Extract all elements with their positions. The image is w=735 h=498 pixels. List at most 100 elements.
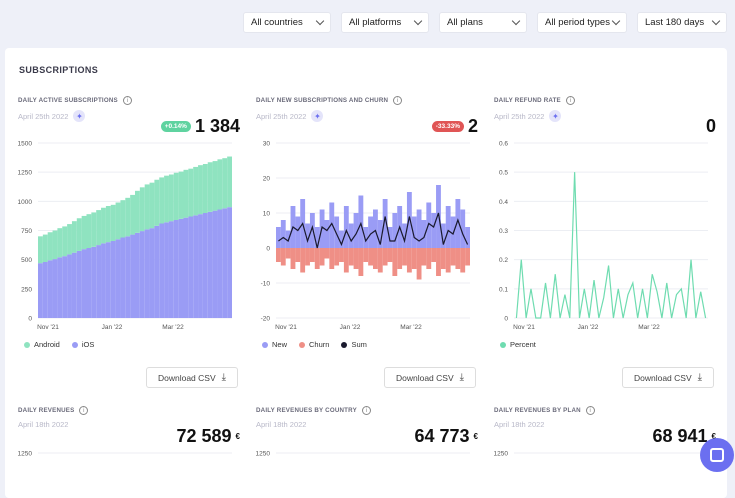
chevron-down-icon bbox=[413, 16, 423, 26]
bar-ios bbox=[91, 246, 97, 318]
x-tick-label: Jan '22 bbox=[102, 324, 123, 331]
info-icon[interactable]: i bbox=[122, 96, 132, 105]
bar-ios bbox=[81, 249, 87, 318]
info-icon[interactable]: i bbox=[393, 96, 403, 105]
bar-ios bbox=[217, 209, 223, 318]
x-tick-label: Jan '22 bbox=[340, 324, 361, 331]
bar-churn bbox=[300, 248, 306, 273]
y-tick-label: 1250 bbox=[494, 451, 509, 458]
period-type-select-value: All period types bbox=[545, 17, 610, 28]
legend-item[interactable]: Churn bbox=[299, 340, 329, 349]
revenue-chart: 1250 bbox=[18, 451, 232, 458]
bar-ios bbox=[110, 241, 116, 318]
legend-item[interactable]: New bbox=[262, 340, 287, 349]
date-range-select[interactable]: Last 180 days bbox=[637, 12, 727, 33]
kpi-value: -33.33% 2 bbox=[431, 116, 478, 137]
bar-ios bbox=[62, 256, 68, 318]
bar-new bbox=[348, 223, 354, 248]
x-tick-label: Nov '21 bbox=[513, 324, 535, 331]
sparkle-icon[interactable]: ✦ bbox=[73, 110, 86, 122]
legend-label: New bbox=[272, 340, 288, 349]
x-tick-label: Nov '21 bbox=[37, 324, 59, 331]
panel-title-text: DAILY NEW SUBSCRIPTIONS AND CHURN bbox=[256, 97, 389, 104]
panel-date: April 18th 2022 bbox=[18, 420, 240, 429]
y-tick-label: 0.5 bbox=[499, 170, 508, 177]
country-select[interactable]: All countries bbox=[243, 12, 331, 33]
bar-new bbox=[445, 206, 451, 248]
filter-bar: All countries All platforms All plans Al… bbox=[243, 12, 727, 33]
bar-android bbox=[188, 168, 194, 217]
sparkle-icon[interactable]: ✦ bbox=[549, 110, 562, 122]
bar-churn bbox=[319, 248, 325, 266]
legend-item[interactable]: iOS bbox=[71, 340, 95, 349]
bar-churn bbox=[373, 248, 378, 269]
download-label: Download CSV bbox=[633, 372, 692, 383]
download-csv-button[interactable]: Download CSV ⤓ bbox=[146, 367, 238, 388]
info-icon[interactable]: i bbox=[361, 406, 371, 415]
panel-title-text: DAILY REVENUES BY PLAN bbox=[494, 407, 581, 414]
bar-android bbox=[57, 228, 63, 258]
info-icon[interactable]: i bbox=[79, 406, 89, 415]
date-range-select-value: Last 180 days bbox=[645, 17, 705, 28]
panel-date: April 25th 2022 ✦ bbox=[494, 110, 716, 122]
kpi-number: 0 bbox=[705, 116, 716, 136]
bar-ios bbox=[149, 228, 155, 318]
legend-label: Churn bbox=[309, 340, 330, 349]
bar-android bbox=[198, 165, 203, 215]
bar-android bbox=[202, 164, 208, 213]
y-tick-label: 20 bbox=[263, 176, 271, 183]
panel-date-text: April 18th 2022 bbox=[18, 420, 69, 429]
bar-churn bbox=[348, 248, 354, 266]
bar-new bbox=[377, 220, 383, 248]
bar-churn bbox=[353, 248, 359, 269]
bar-churn bbox=[343, 248, 349, 273]
info-icon[interactable]: i bbox=[585, 406, 595, 415]
chart-panel: DAILY REFUND RATE i April 25th 2022 ✦ 0 bbox=[494, 96, 716, 136]
bar-android bbox=[101, 207, 106, 244]
sparkle-icon[interactable]: ✦ bbox=[311, 110, 324, 122]
x-tick-label: Mar '22 bbox=[638, 324, 660, 331]
bar-android bbox=[217, 159, 223, 210]
y-tick-label: 0.1 bbox=[499, 286, 508, 293]
download-csv-button[interactable]: Download CSV ⤓ bbox=[622, 367, 714, 388]
bar-android bbox=[222, 158, 228, 209]
chat-button[interactable] bbox=[700, 438, 734, 472]
bar-android bbox=[125, 197, 131, 237]
change-badge: -33.33% bbox=[431, 121, 464, 132]
download-csv-button[interactable]: Download CSV ⤓ bbox=[384, 367, 476, 388]
plan-select[interactable]: All plans bbox=[439, 12, 527, 33]
bar-android bbox=[71, 221, 77, 253]
bar-churn bbox=[358, 248, 364, 276]
platform-select[interactable]: All platforms bbox=[341, 12, 429, 33]
bar-ios bbox=[130, 234, 135, 318]
legend-item[interactable]: Sum bbox=[341, 340, 367, 349]
legend-item[interactable]: Android bbox=[24, 340, 60, 349]
bar-ios bbox=[144, 229, 150, 318]
legend-label: iOS bbox=[81, 340, 95, 349]
bar-churn bbox=[387, 248, 393, 262]
bar-ios bbox=[207, 211, 213, 318]
bar-churn bbox=[276, 248, 281, 262]
panel-date: April 18th 2022 bbox=[494, 420, 716, 429]
period-type-select[interactable]: All period types bbox=[537, 12, 627, 33]
y-tick-label: 0 bbox=[266, 246, 270, 253]
bar-churn bbox=[309, 248, 315, 262]
kpi-number: 1 384 bbox=[194, 116, 240, 136]
bar-ios bbox=[139, 231, 145, 318]
bar-ios bbox=[212, 210, 218, 318]
bar-churn bbox=[392, 248, 398, 276]
info-icon[interactable]: i bbox=[565, 96, 575, 105]
panel-date-text: April 25th 2022 bbox=[18, 111, 69, 121]
legend-item[interactable]: Percent bbox=[500, 340, 536, 349]
bar-new bbox=[416, 209, 422, 248]
bar-ios bbox=[101, 243, 106, 318]
bar-new bbox=[324, 220, 330, 248]
panel-date: April 25th 2022 ✦ bbox=[256, 110, 478, 122]
bar-ios bbox=[120, 237, 126, 318]
legend-marker bbox=[71, 342, 78, 349]
plan-select-value: All plans bbox=[447, 17, 483, 28]
chevron-down-icon bbox=[511, 16, 521, 26]
bar-android bbox=[130, 194, 135, 235]
bar-churn bbox=[295, 248, 301, 262]
bar-ios bbox=[164, 222, 169, 318]
